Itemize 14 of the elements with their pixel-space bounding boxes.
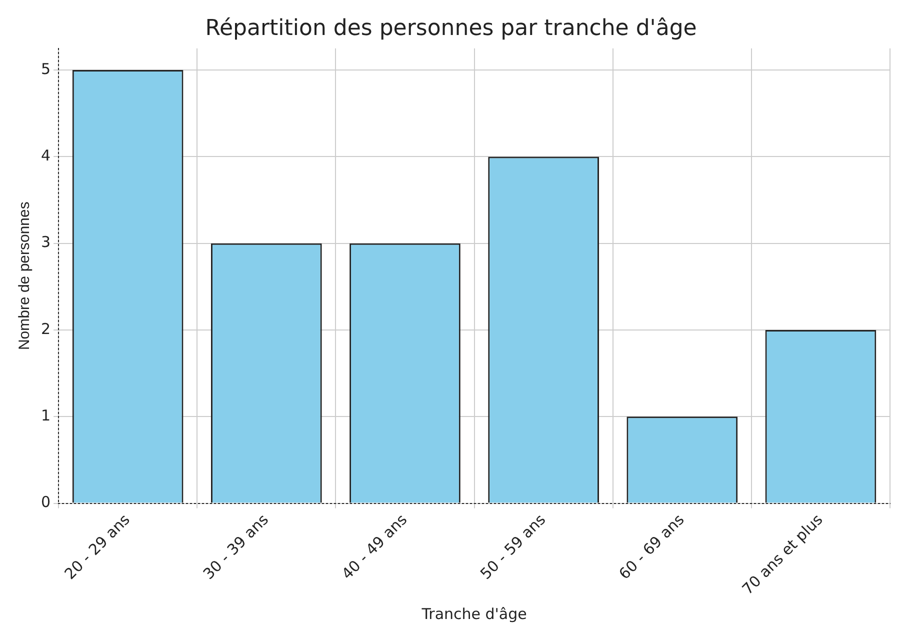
x-tick-label: 60 - 69 ans (615, 510, 688, 583)
x-axis-title: Tranche d'âge (420, 604, 527, 623)
chart-title: Répartition des personnes par tranche d'âge (205, 16, 697, 41)
y-tick-label: 3 (40, 233, 51, 252)
y-tick-label: 5 (40, 60, 51, 78)
x-tick-label: 50 - 59 ans (476, 510, 550, 583)
y-tick-label: 4 (40, 146, 51, 165)
y-tick-label: 0 (40, 493, 51, 512)
x-tick-label: 20 - 29 ans (61, 510, 134, 583)
y-tick-label: 2 (40, 320, 51, 338)
y-axis-title: Nombre de personnes (16, 202, 34, 350)
x-tick-label: 40 - 49 ans (338, 510, 411, 583)
x-tick-label: 30 - 39 ans (200, 510, 272, 583)
y-tick-label: 1 (40, 406, 51, 425)
